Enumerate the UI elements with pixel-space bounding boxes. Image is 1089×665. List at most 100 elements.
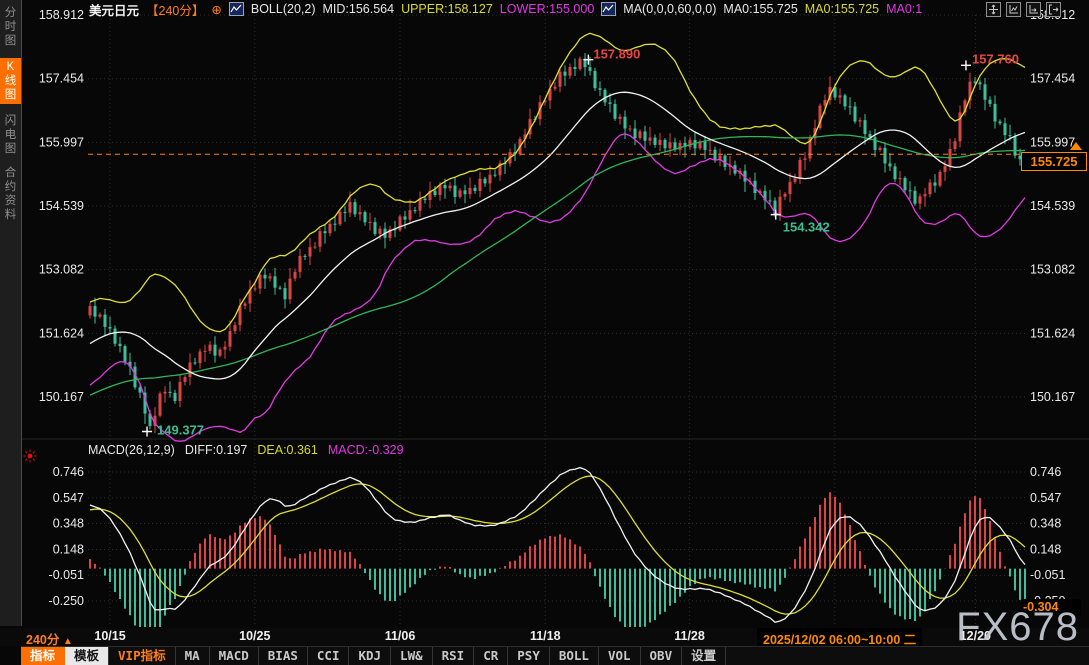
date-tick-11/06: 11/06 bbox=[384, 629, 416, 643]
sidebar-tab-合约资料[interactable]: 合约资料 bbox=[0, 166, 21, 222]
axis-labels: 158.912158.912157.454157.454155.997155.9… bbox=[39, 8, 1075, 608]
svg-text:0.148: 0.148 bbox=[1030, 542, 1061, 556]
svg-text:153.082: 153.082 bbox=[1030, 263, 1075, 277]
current-macd-box: -0.304 bbox=[1021, 599, 1081, 615]
toolbar-button-OBV[interactable]: OBV bbox=[641, 647, 683, 665]
exit-icon[interactable] bbox=[1046, 2, 1061, 17]
date-axis-row: 240分 ▲ 2025/12/02 06:00~10:00 二 10/15 10/… bbox=[0, 628, 1089, 648]
candles bbox=[88, 53, 1027, 434]
ma0-value-3: MA0:1 bbox=[886, 2, 923, 16]
chart-window-controls bbox=[986, 2, 1061, 17]
svg-text:157.454: 157.454 bbox=[39, 72, 84, 86]
date-tick-11/28: 11/28 bbox=[674, 629, 705, 643]
date-tick-10/15: 10/15 bbox=[94, 629, 126, 643]
boll-mid-value: MID:156.564 bbox=[322, 2, 395, 16]
symbol-title: 美元日元 bbox=[89, 3, 140, 18]
svg-text:0.746: 0.746 bbox=[53, 465, 84, 479]
sidebar-tab-闪电图[interactable]: 闪电图 bbox=[0, 114, 21, 156]
axis-zoom-icon[interactable] bbox=[1006, 2, 1021, 17]
sidebar-tab-char: 图 bbox=[4, 89, 17, 101]
sidebar-tab-char: 合 bbox=[4, 167, 17, 179]
macd-dea-value: DEA:0.361 bbox=[257, 443, 318, 457]
date-tick-10/25: 10/25 bbox=[239, 629, 271, 643]
svg-text:158.912: 158.912 bbox=[39, 8, 84, 22]
sidebar-tab-char: 线 bbox=[4, 75, 17, 87]
svg-text:151.624: 151.624 bbox=[39, 326, 84, 340]
toolbar-button-VOL[interactable]: VOL bbox=[599, 647, 641, 665]
mini-chart-icon bbox=[228, 2, 244, 16]
svg-text:0.148: 0.148 bbox=[53, 542, 84, 556]
sidebar-tab-char: 资 bbox=[4, 195, 17, 207]
ma0-value-1: MA0:155.725 bbox=[723, 2, 798, 16]
toolbar-button-PSY[interactable]: PSY bbox=[508, 647, 550, 665]
toolbar-button-LW&[interactable]: LW& bbox=[391, 647, 433, 665]
jump-to-latest-icon[interactable] bbox=[1070, 142, 1082, 150]
circle-plus-icon[interactable]: ⊕ bbox=[211, 2, 222, 17]
svg-text:150.167: 150.167 bbox=[1030, 390, 1075, 404]
svg-text:151.624: 151.624 bbox=[1030, 326, 1075, 340]
move-icon[interactable] bbox=[986, 2, 1001, 17]
swing-annotations: 157.890 157.760 154.342 149.377 bbox=[142, 47, 1019, 438]
period-dropdown[interactable]: 240分 ▲ bbox=[26, 629, 73, 648]
svg-text:154.539: 154.539 bbox=[1030, 199, 1075, 213]
macd-value: MACD:-0.329 bbox=[327, 443, 404, 457]
toolbar-button-设置[interactable]: 设置 bbox=[682, 647, 727, 665]
boll-lower-value: LOWER:155.000 bbox=[499, 2, 595, 16]
svg-text:0.547: 0.547 bbox=[53, 491, 84, 505]
toolbar-button-BOLL[interactable]: BOLL bbox=[550, 647, 599, 665]
svg-text:0.348: 0.348 bbox=[53, 517, 84, 531]
sidebar-tab-char: 约 bbox=[4, 181, 17, 193]
current-price-box: 155.725 bbox=[1021, 152, 1087, 171]
sidebar-tab-char: 时 bbox=[4, 21, 17, 33]
sidebar-tab-char: 图 bbox=[4, 143, 17, 155]
svg-text:154.539: 154.539 bbox=[39, 199, 84, 213]
svg-text:154.342: 154.342 bbox=[783, 220, 830, 235]
svg-text:155.997: 155.997 bbox=[39, 135, 84, 149]
mini-chart-icon bbox=[601, 2, 617, 16]
svg-text:157.760: 157.760 bbox=[972, 51, 1019, 66]
toolbar-button-VIP指标[interactable]: VIP指标 bbox=[109, 647, 176, 665]
bar-datetime-readout: 2025/12/02 06:00~10:00 二 bbox=[757, 628, 923, 647]
toolbar-button-CR[interactable]: CR bbox=[474, 647, 509, 665]
toolbar-button-CCI[interactable]: CCI bbox=[308, 647, 350, 665]
indicator-toolbar: 指标 模板 VIP指标 MA MACD BIAS CCI KDJ LW& RSI CR PSY BOLL… bbox=[21, 646, 1089, 665]
toolbar-button-模板[interactable]: 模板 bbox=[65, 647, 110, 665]
svg-text:150.167: 150.167 bbox=[39, 390, 84, 404]
sidebar-tab-分时图[interactable]: 分时图 bbox=[0, 6, 21, 48]
ma-label: MA(0,0,0,60,0,0) bbox=[623, 2, 717, 16]
toolbar-button-MA[interactable]: MA bbox=[176, 647, 210, 665]
grid bbox=[21, 14, 1089, 627]
sidebar-tab-char: 电 bbox=[4, 129, 17, 141]
svg-text:0.547: 0.547 bbox=[1030, 491, 1061, 505]
toolbar-button-MACD[interactable]: MACD bbox=[210, 647, 259, 665]
watermark: FX678 bbox=[956, 605, 1079, 649]
svg-text:157.890: 157.890 bbox=[593, 47, 640, 62]
svg-text:0.348: 0.348 bbox=[1030, 517, 1061, 531]
svg-text:157.454: 157.454 bbox=[1030, 72, 1075, 86]
svg-text:-0.250: -0.250 bbox=[49, 594, 84, 608]
svg-text:-0.051: -0.051 bbox=[49, 568, 84, 582]
macd-diff-value: DIFF:0.197 bbox=[184, 443, 248, 457]
sidebar-tab-char: K bbox=[6, 61, 15, 73]
svg-text:-0.051: -0.051 bbox=[1030, 568, 1065, 582]
macd-histogram bbox=[89, 492, 1026, 627]
macd-header: MACD(26,12,9) DIFF:0.197 DEA:0.361 MACD:… bbox=[88, 443, 404, 457]
sidebar-tab-char: 料 bbox=[4, 209, 17, 221]
axis-pan-icon[interactable] bbox=[1026, 2, 1041, 17]
toolbar-button-BIAS[interactable]: BIAS bbox=[259, 647, 308, 665]
period-selector[interactable]: 【240分】 bbox=[146, 3, 205, 18]
alert-burst-icon[interactable] bbox=[23, 449, 37, 463]
toolbar-button-指标[interactable]: 指标 bbox=[21, 647, 66, 665]
topbar: 美元日元 【240分】 ⊕ BOLL(20,2) MID:156.564 UPP… bbox=[21, 0, 1089, 18]
svg-text:149.377: 149.377 bbox=[157, 423, 204, 438]
sidebar-tab-char: 图 bbox=[4, 35, 17, 47]
toolbar-button-RSI[interactable]: RSI bbox=[433, 647, 475, 665]
boll-upper-value: UPPER:158.127 bbox=[401, 2, 493, 16]
date-tick-11/18: 11/18 bbox=[529, 629, 561, 643]
svg-text:153.082: 153.082 bbox=[39, 263, 84, 277]
sidebar-tab-char: 分 bbox=[4, 7, 17, 19]
toolbar-button-KDJ[interactable]: KDJ bbox=[349, 647, 392, 665]
